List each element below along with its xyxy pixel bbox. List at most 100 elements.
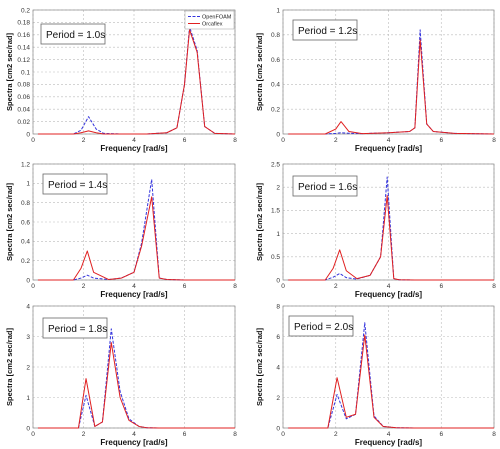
series-orcaflex-line	[288, 334, 494, 429]
plot-frame	[32, 305, 236, 429]
y-tick-label: 0.2	[21, 7, 30, 14]
y-tick-label: 1.2	[21, 161, 30, 168]
y-tick-label: 2	[276, 185, 280, 192]
y-tick-label: 0.4	[271, 82, 280, 89]
legend-label-openfoam: OpenFOAM	[202, 15, 232, 21]
x-tick-label: 0	[31, 283, 35, 290]
x-tick-label: 6	[183, 137, 187, 144]
y-tick-label: 0.16	[17, 32, 30, 39]
period-annotation: Period = 1.8s	[48, 324, 107, 335]
x-tick-label: 4	[132, 137, 136, 144]
x-axis-label: Frequency [rad/s]	[355, 290, 422, 299]
x-tick-label: 4	[132, 431, 136, 438]
x-tick-label: 6	[183, 283, 187, 290]
series-orcaflex-line	[288, 39, 495, 135]
period-annotation-box	[42, 173, 108, 195]
x-tick-label: 0	[31, 431, 35, 438]
series-orcaflex-line	[38, 342, 235, 429]
y-tick-label: 0.2	[271, 107, 280, 114]
x-tick-label: 2	[334, 431, 338, 438]
y-tick-label: 8	[276, 303, 280, 310]
period-annotation: Period = 1.4s	[48, 180, 107, 191]
y-tick-label: 0	[276, 425, 280, 432]
x-tick-label: 6	[439, 431, 443, 438]
y-tick-label: 0.4	[21, 239, 30, 246]
y-tick-label: 0.6	[271, 57, 280, 64]
y-tick-label: 4	[276, 364, 280, 371]
panel-6: 0 2 4 6 8 0 2 4 6 8 Frequency [rad/s] Spectra [cm2 …	[255, 303, 496, 447]
x-tick-label: 2	[82, 431, 86, 438]
x-tick-label: 6	[183, 431, 187, 438]
x-tick-label: 2	[334, 137, 338, 144]
x-tick-label: 6	[439, 137, 443, 144]
y-tick-label: 0	[276, 277, 280, 284]
y-tick-label: 6	[276, 334, 280, 341]
y-tick-label: 0.06	[17, 94, 30, 101]
y-tick-label: 0.5	[271, 254, 280, 261]
y-tick-label: 0.8	[21, 200, 30, 207]
period-annotation-box	[40, 23, 106, 45]
period-annotation-box	[292, 175, 358, 197]
plot-frame	[282, 9, 495, 135]
y-tick-label: 0.1	[21, 69, 30, 76]
y-tick-label: 0.2	[21, 258, 30, 265]
x-tick-label: 2	[82, 283, 86, 290]
panel-3: 0 2 4 6 8 0 0.2 0.4 0.6 0.8 1 1.2 Frequency [rad/s] S…	[5, 161, 237, 299]
y-axis-label: Spectra [cm2 sec/rad]	[5, 328, 14, 406]
panel-4: 0 2 4 6 8 0 0.5 1 1.5 2 2.5 Frequency [rad/s] Spectr…	[255, 161, 496, 299]
x-tick-label: 8	[233, 283, 237, 290]
period-annotation: Period = 1.6s	[298, 182, 357, 193]
y-axis-label: Spectra [cm2 sec/rad]	[255, 328, 264, 406]
y-axis-label: Spectra [cm2 sec/rad]	[5, 183, 14, 261]
x-tick-label: 8	[492, 431, 496, 438]
y-tick-label: 0.6	[21, 219, 30, 226]
x-tick-label: 0	[281, 283, 285, 290]
y-tick-label: 0	[26, 277, 30, 284]
period-annotation: Period = 1.2s	[298, 26, 357, 37]
series-openfoam-line	[38, 328, 235, 429]
x-axis-label: Frequency [rad/s]	[100, 438, 167, 447]
y-tick-label: 2	[276, 395, 280, 402]
y-axis-label: Spectra [cm2 sec/rad]	[255, 183, 264, 261]
x-tick-label: 2	[82, 137, 86, 144]
y-tick-label: 0	[26, 425, 30, 432]
y-tick-label: 1	[26, 181, 30, 188]
y-tick-label: 0.02	[17, 119, 30, 126]
x-tick-label: 8	[492, 137, 496, 144]
y-tick-label: 0.8	[271, 32, 280, 39]
y-tick-label: 4	[26, 303, 30, 310]
y-tick-label: 0	[276, 131, 280, 138]
period-annotation-box	[292, 19, 358, 41]
x-tick-label: 8	[492, 283, 496, 290]
series-orcaflex-line	[288, 195, 494, 281]
x-tick-label: 4	[387, 137, 391, 144]
series-orcaflex-line	[38, 29, 236, 135]
series-openfoam-line	[288, 322, 494, 429]
y-tick-label: 0.18	[17, 20, 30, 27]
x-tick-label: 0	[281, 431, 285, 438]
y-tick-label: 0	[26, 131, 30, 138]
x-tick-label: 8	[233, 137, 237, 144]
x-tick-label: 6	[439, 283, 443, 290]
y-tick-label: 0.04	[17, 107, 30, 114]
x-tick-label: 4	[387, 283, 391, 290]
x-tick-label: 2	[334, 283, 338, 290]
plot-frame	[282, 305, 495, 429]
period-annotation: Period = 2.0s	[294, 322, 353, 333]
period-annotation-box	[288, 315, 354, 337]
period-annotation: Period = 1.0s	[46, 30, 105, 41]
y-tick-label: 1.5	[271, 208, 280, 215]
x-axis-label: Frequency [rad/s]	[355, 144, 422, 153]
legend-box	[184, 10, 235, 30]
x-axis-label: Frequency [rad/s]	[100, 290, 167, 299]
x-tick-label: 4	[387, 431, 391, 438]
legend-label-orcaflex: Orcaflex	[202, 22, 223, 28]
plot-frame	[32, 163, 236, 281]
x-tick-label: 0	[31, 137, 35, 144]
y-tick-label: 1	[26, 395, 30, 402]
x-tick-label: 0	[281, 137, 285, 144]
x-tick-label: 8	[233, 431, 237, 438]
